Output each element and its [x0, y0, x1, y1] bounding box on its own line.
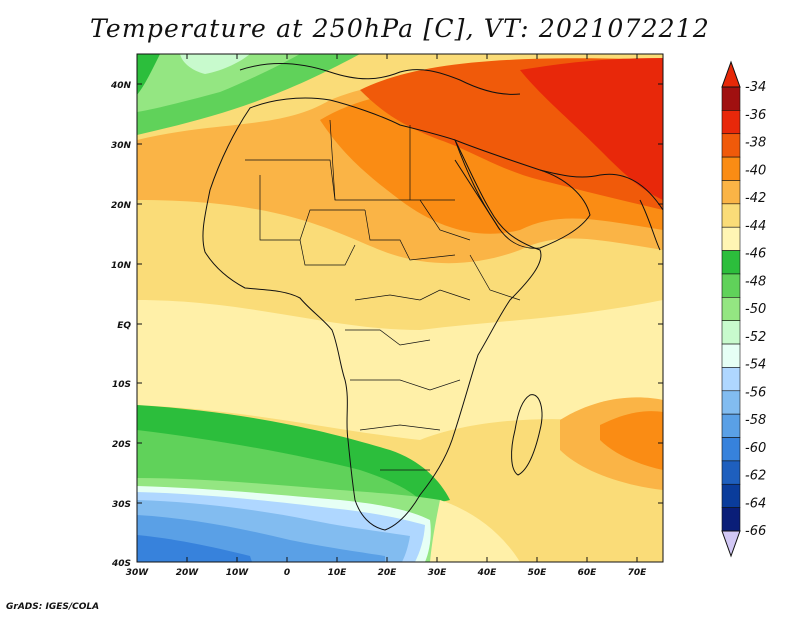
- colorbar-label: -54: [745, 358, 766, 373]
- lon-label: 60E: [578, 568, 598, 578]
- colorbar-swatch: [721, 320, 741, 345]
- colorbar-swatch: [721, 367, 741, 392]
- colorbar-swatch: [721, 460, 741, 485]
- colorbar-label: -62: [745, 469, 766, 484]
- colorbar-swatch: [721, 483, 741, 508]
- colorbar-swatch: [721, 156, 741, 181]
- lat-label: 10S: [112, 380, 131, 390]
- colorbar-swatch: [721, 413, 741, 438]
- colorbar-bottom-arrow: [721, 530, 741, 558]
- colorbar-label: -60: [745, 441, 766, 456]
- colorbar-swatch: [721, 203, 741, 228]
- colorbar-label: -34: [745, 80, 766, 95]
- lat-label: 40S: [111, 559, 131, 569]
- colorbar-label: -66: [745, 524, 766, 539]
- lon-label: 20W: [176, 568, 200, 578]
- colorbar-swatch: [721, 250, 741, 275]
- colorbar-label: -46: [745, 247, 766, 262]
- colorbar-top-arrow: [721, 60, 741, 88]
- colorbar-swatch: [721, 507, 741, 532]
- colorbar-label: -56: [745, 385, 766, 400]
- coastlines: [202, 63, 663, 531]
- lat-label: 40N: [110, 81, 132, 91]
- colorbar-label: -50: [745, 302, 766, 317]
- colorbar-swatch: [721, 297, 741, 321]
- chart-title: Temperature at 250hPa [C], VT: 202107221…: [90, 14, 710, 43]
- colorbar-label: -42: [745, 191, 766, 206]
- lat-label: EQ: [117, 321, 131, 331]
- lat-label: 30S: [112, 500, 131, 510]
- colorbar-swatch: [721, 390, 741, 415]
- footer-credit: GrADS: IGES/COLA: [6, 602, 100, 612]
- colorbar-swatch: [721, 180, 741, 205]
- lon-label: 50E: [528, 568, 548, 578]
- colorbar-label: -52: [745, 330, 766, 345]
- colorbar-label: -64: [745, 496, 766, 511]
- lon-label: 10W: [226, 568, 250, 578]
- colorbar-swatch: [721, 86, 741, 111]
- lon-label: 20E: [378, 568, 398, 578]
- lon-label: 0: [284, 568, 290, 578]
- map-frame: [136, 53, 664, 563]
- colorbar-label: -36: [745, 108, 766, 123]
- temperature-field: [137, 54, 663, 562]
- lon-label: 30W: [126, 568, 150, 578]
- colorbar-swatch: [721, 110, 741, 135]
- colorbar-swatch: [721, 226, 741, 251]
- colorbar-label: -38: [745, 136, 766, 151]
- colorbar-labels: -34 -36 -38 -40 -42 -44 -46 -48 -50 -52 -54 -56 -58 -…: [745, 80, 766, 539]
- lon-label: 30E: [428, 568, 448, 578]
- lon-label: 40E: [477, 568, 498, 578]
- colorbar-label: -44: [745, 219, 766, 234]
- lat-label: 30N: [111, 141, 132, 151]
- colorbar-swatch: [721, 343, 741, 368]
- colorbar-label: -58: [745, 413, 766, 428]
- lat-label: 20S: [112, 440, 131, 450]
- lon-label: 10E: [328, 568, 348, 578]
- colorbar-swatch: [721, 437, 741, 462]
- country-borders: [245, 119, 521, 471]
- longitude-axis: 30W 20W 10W 0 10E 20E 30E 40E 50E 60E 70…: [126, 54, 647, 578]
- colorbar-label: -48: [745, 274, 766, 289]
- colorbar-swatches: [721, 86, 741, 532]
- colorbar-label: -40: [745, 163, 766, 178]
- lat-label: 10N: [111, 261, 132, 271]
- lat-label: 20N: [111, 201, 132, 211]
- colorbar: -34 -36 -38 -40 -42 -44 -46 -48 -50 -52 -54 -56 -58 -…: [721, 60, 766, 558]
- colorbar-swatch: [721, 273, 741, 298]
- latitude-axis: 40N 30N 20N 10N EQ 10S 20S 30S 40S: [110, 81, 663, 569]
- lon-label: 70E: [628, 568, 648, 578]
- colorbar-swatch: [721, 133, 741, 158]
